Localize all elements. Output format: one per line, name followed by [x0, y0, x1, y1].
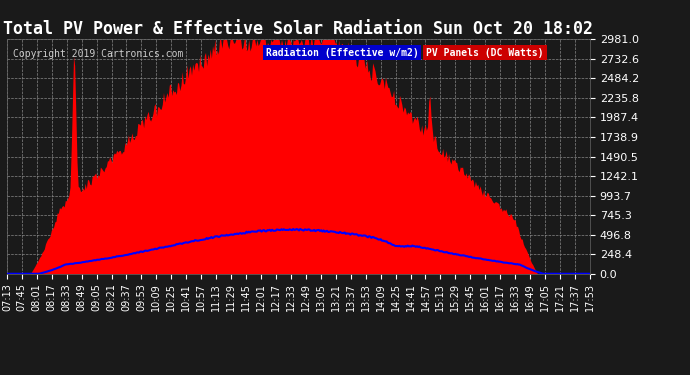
Text: Radiation (Effective w/m2): Radiation (Effective w/m2) [266, 48, 419, 58]
Text: Copyright 2019 Cartronics.com: Copyright 2019 Cartronics.com [12, 49, 183, 59]
Text: PV Panels (DC Watts): PV Panels (DC Watts) [426, 48, 544, 58]
Title: Total PV Power & Effective Solar Radiation Sun Oct 20 18:02: Total PV Power & Effective Solar Radiati… [3, 20, 593, 38]
